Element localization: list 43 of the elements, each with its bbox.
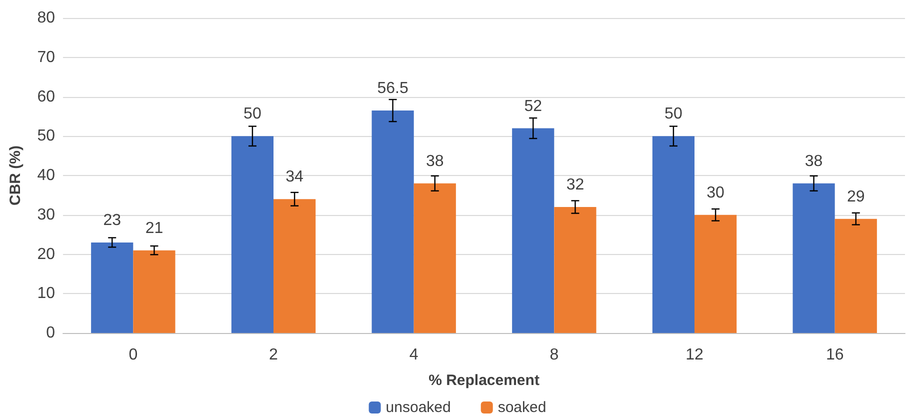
bar bbox=[372, 110, 414, 333]
x-tick-label: 8 bbox=[550, 346, 559, 364]
x-tick-label: 16 bbox=[826, 346, 844, 364]
x-axis-title: % Replacement bbox=[428, 372, 540, 389]
bar bbox=[414, 183, 456, 333]
data-label: 32 bbox=[566, 176, 584, 194]
bar bbox=[231, 136, 274, 333]
data-label: 52 bbox=[524, 98, 542, 115]
y-tick-label: 20 bbox=[37, 246, 56, 263]
data-label: 50 bbox=[664, 106, 682, 123]
x-tick-label: 0 bbox=[128, 346, 138, 364]
bar bbox=[274, 199, 316, 333]
y-tick-label: 60 bbox=[37, 88, 56, 106]
y-tick-label: 80 bbox=[37, 10, 56, 26]
bar bbox=[694, 214, 737, 333]
data-label: 34 bbox=[286, 168, 304, 186]
legend-label: unsoaked bbox=[386, 399, 451, 416]
bar bbox=[792, 183, 835, 333]
y-tick-label: 30 bbox=[37, 206, 56, 224]
bar bbox=[512, 128, 554, 333]
data-label: 50 bbox=[244, 106, 262, 123]
y-tick-label: 10 bbox=[37, 285, 56, 302]
x-tick-label: 4 bbox=[409, 346, 418, 364]
bar bbox=[834, 218, 877, 333]
x-tick-label: 2 bbox=[269, 346, 278, 364]
y-axis-title: CBR (%) bbox=[7, 146, 24, 206]
data-label: 38 bbox=[804, 152, 823, 170]
data-label: 29 bbox=[846, 188, 865, 206]
y-tick-label: 0 bbox=[46, 324, 56, 342]
bar bbox=[133, 250, 176, 333]
y-tick-label: 50 bbox=[37, 128, 56, 145]
data-label: 23 bbox=[103, 212, 122, 229]
data-label: 38 bbox=[426, 152, 444, 170]
data-label: 56.5 bbox=[377, 80, 408, 98]
x-tick-label: 12 bbox=[686, 346, 704, 364]
bar bbox=[91, 242, 134, 333]
bar bbox=[554, 207, 596, 333]
data-label: 21 bbox=[145, 220, 164, 237]
y-tick-label: 40 bbox=[37, 167, 56, 184]
bar bbox=[652, 136, 694, 333]
y-tick-label: 70 bbox=[37, 48, 56, 66]
data-label: 30 bbox=[706, 184, 725, 202]
legend-label: soaked bbox=[498, 399, 546, 416]
